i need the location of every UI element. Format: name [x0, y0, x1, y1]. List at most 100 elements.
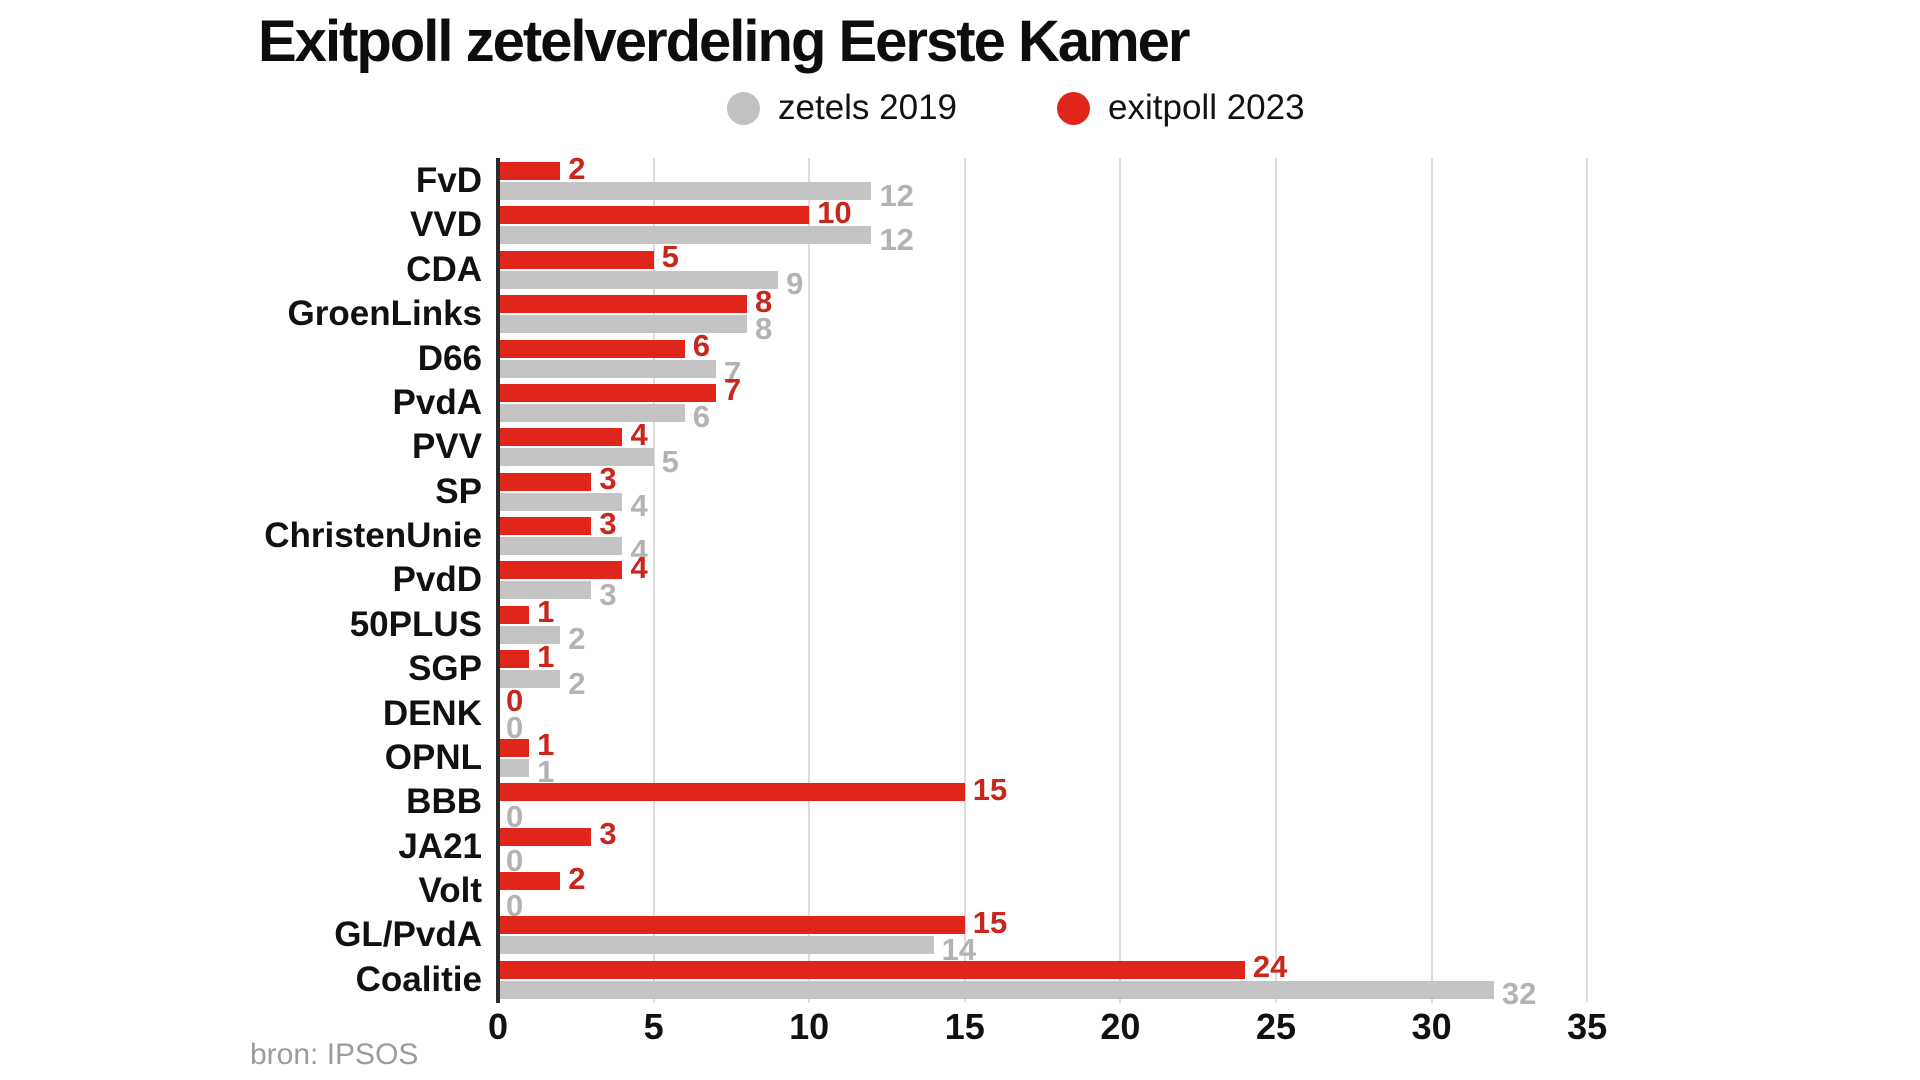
- bar-line: 15: [498, 907, 1588, 938]
- x-tick-label: 10: [789, 1006, 830, 1047]
- value-label: 15: [972, 771, 1008, 807]
- bar-line: 7: [498, 374, 1588, 405]
- legend-label-exitpoll-2023: exitpoll 2023: [1108, 88, 1305, 127]
- gridline: [1430, 158, 1433, 1003]
- bar-line: 3: [498, 508, 1588, 539]
- value-label: 5: [661, 443, 679, 479]
- x-tick-label: 30: [1411, 1006, 1452, 1047]
- gridline: [1586, 158, 1589, 1003]
- value-label: 3: [599, 816, 617, 852]
- bar-line: 3: [498, 579, 1588, 610]
- legend-dot-exitpoll-2023-icon: [1057, 91, 1091, 125]
- party-label: PvdA: [392, 382, 482, 422]
- bar-group: BBB 15 0: [406, 774, 1588, 832]
- bar-line: 32: [498, 978, 1588, 1009]
- value-label: 4: [630, 549, 648, 585]
- value-label: 0: [506, 710, 524, 745]
- bar-line: 1: [498, 729, 1588, 760]
- value-label: 1: [537, 727, 555, 763]
- bar-zetels-2019: [498, 936, 934, 955]
- bar-exitpoll-2023: [498, 738, 530, 757]
- party-label: CDA: [406, 249, 482, 289]
- plot-area: FvD 2 12 VVD 10 12 CDA 5 9 GroenLinks 8 8 D66 6 7 PvdA 7…: [264, 153, 1589, 1010]
- value-label: 1: [537, 638, 555, 674]
- bar-line: 0: [498, 712, 1588, 743]
- bar-line: 14: [498, 934, 1588, 965]
- gridline: [652, 158, 655, 1003]
- bar-line: 2: [498, 668, 1588, 699]
- value-label: 7: [723, 355, 742, 390]
- bar-exitpoll-2023: [498, 916, 965, 935]
- value-label: 8: [754, 310, 773, 346]
- y-axis-line: [496, 158, 500, 1003]
- x-tick-label: 5: [643, 1006, 664, 1047]
- bar-exitpoll-2023: [498, 517, 592, 535]
- bar-exitpoll-2023: [498, 206, 810, 225]
- bar-line: 0: [498, 890, 1588, 921]
- bar-line: 0: [498, 801, 1588, 832]
- bar-group: PvdA 7 6: [393, 374, 1588, 432]
- bar-group: CDA 5 9: [406, 241, 1588, 299]
- bar-group: PVV 4 5: [412, 419, 1588, 477]
- x-tick-label: 20: [1100, 1006, 1141, 1047]
- bar-zetels-2019: [498, 448, 654, 467]
- bar-exitpoll-2023: [498, 783, 965, 802]
- bar-line: 3: [498, 818, 1588, 849]
- bar-line: 1: [498, 596, 1588, 627]
- bar-group: DENK 0 0: [383, 685, 1588, 743]
- bar-group: SP 3 4: [435, 463, 1588, 521]
- bar-exitpoll-2023: [498, 872, 561, 890]
- value-label: 0: [506, 843, 524, 879]
- bar-exitpoll-2023: [498, 428, 623, 447]
- party-label: Coalitie: [355, 959, 482, 999]
- source-note: bron: IPSOS: [250, 1038, 419, 1071]
- bar-zetels-2019: [498, 270, 779, 289]
- party-label: PVV: [411, 427, 482, 467]
- party-label: BBB: [406, 782, 482, 822]
- value-label: 4: [630, 416, 648, 452]
- value-label: 12: [879, 221, 914, 257]
- bar-zetels-2019: [498, 625, 561, 644]
- bar-group: 50PLUS 1 2: [350, 596, 1588, 654]
- party-label: OPNL: [384, 737, 482, 777]
- x-tick-label: 25: [1255, 1006, 1297, 1047]
- bar-line: 4: [498, 535, 1588, 566]
- bar-exitpoll-2023: [498, 561, 623, 580]
- bar-group: FvD 2 12: [416, 153, 1588, 211]
- bar-zetels-2019: [498, 537, 623, 555]
- party-label: DENK: [382, 693, 482, 733]
- legend-item-exitpoll-2023: exitpoll 2023: [1057, 88, 1305, 128]
- gridline: [1275, 158, 1277, 1003]
- party-label: 50PLUS: [349, 604, 482, 644]
- value-label: 14: [941, 931, 977, 967]
- bar-exitpoll-2023: [498, 295, 747, 314]
- bar-line: 1: [498, 641, 1588, 672]
- value-label: 7: [723, 372, 742, 408]
- bar-zetels-2019: [498, 758, 530, 777]
- value-label: 1: [537, 754, 555, 790]
- bar-zetels-2019: [498, 980, 1494, 999]
- bar-line: 0: [498, 685, 1588, 716]
- party-label: SGP: [408, 649, 482, 689]
- value-label: 3: [599, 576, 617, 612]
- value-label: 4: [630, 532, 648, 568]
- bar-line: 0: [498, 845, 1588, 876]
- value-label: 6: [692, 399, 710, 435]
- value-label: 3: [599, 461, 617, 497]
- bar-rows: FvD 2 12 VVD 10 12 CDA 5 9 GroenLinks 8 8 D66 6 7 PvdA 7…: [264, 153, 1588, 1010]
- x-axis: 0 5 10 15 20 25 30 35: [488, 1006, 1607, 1056]
- bar-exitpoll-2023: [498, 472, 592, 491]
- value-label: 1: [537, 594, 555, 630]
- x-tick-label: 0: [487, 1006, 509, 1047]
- bar-zetels-2019: [498, 226, 872, 245]
- gridline: [808, 158, 811, 1003]
- bar-line: 10: [498, 197, 1588, 228]
- bar-line: 2: [498, 623, 1588, 654]
- bar-group: PvdD 4 3: [393, 552, 1588, 610]
- bar-line: 24: [498, 951, 1588, 982]
- value-label: 8: [754, 283, 773, 319]
- value-label: 9: [786, 266, 804, 302]
- value-label: 6: [692, 328, 710, 363]
- bar-line: 5: [498, 241, 1588, 272]
